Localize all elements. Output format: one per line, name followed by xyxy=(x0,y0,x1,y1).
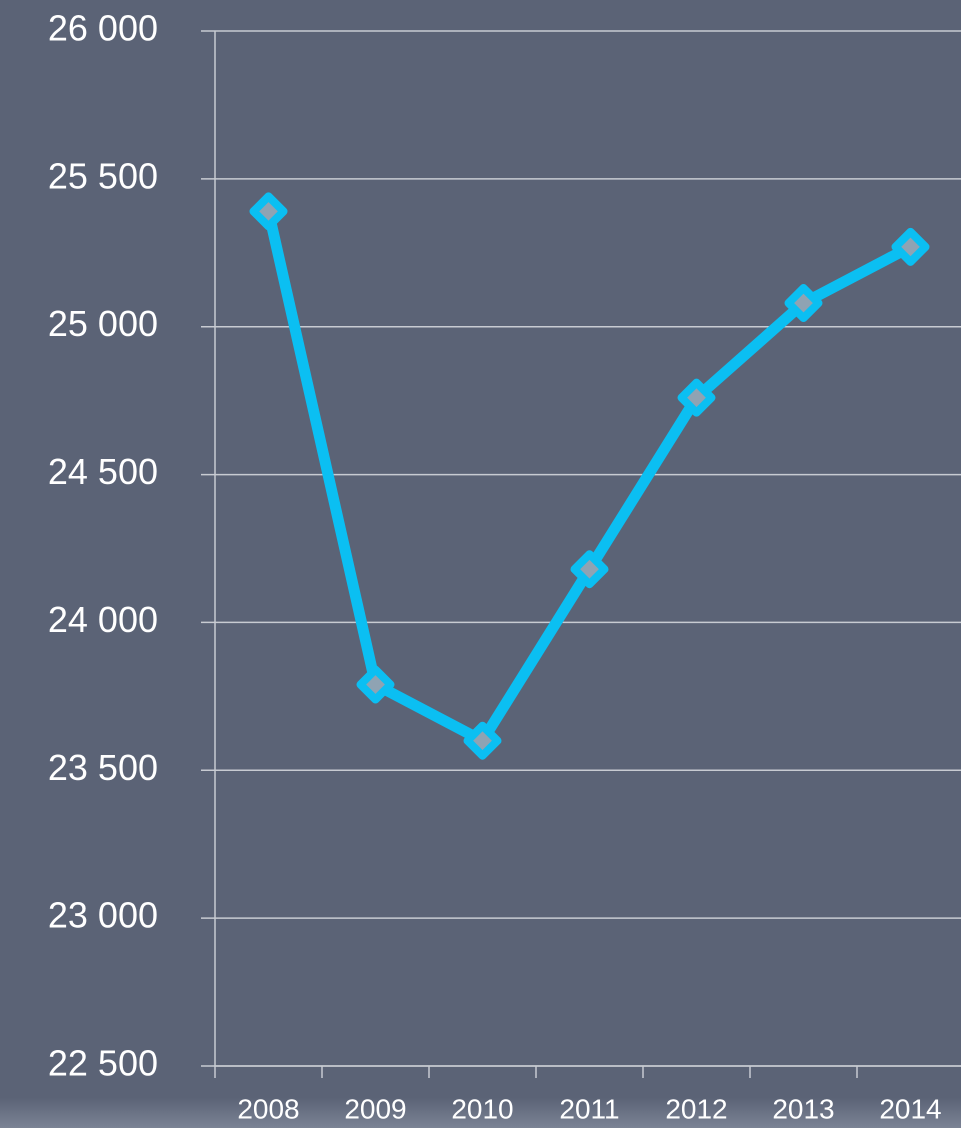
y-tick-label: 26 000 xyxy=(48,8,158,49)
marker xyxy=(356,665,395,704)
x-tick-label: 2012 xyxy=(665,1093,727,1124)
background-band xyxy=(0,1098,961,1128)
y-tick-label: 23 000 xyxy=(48,895,158,936)
x-tick-label: 2011 xyxy=(559,1093,619,1124)
x-tick-label: 2014 xyxy=(879,1093,941,1124)
marker xyxy=(677,378,716,417)
marker xyxy=(463,721,502,760)
y-tick-label: 25 000 xyxy=(48,303,158,344)
y-tick-label: 25 500 xyxy=(48,155,158,196)
y-tick-label: 22 500 xyxy=(48,1043,158,1084)
y-tick-label: 24 000 xyxy=(48,599,158,640)
x-tick-label: 2009 xyxy=(344,1093,406,1124)
x-tick-label: 2010 xyxy=(451,1093,513,1124)
x-tick-label: 2008 xyxy=(237,1093,299,1124)
x-tick-label: 2013 xyxy=(772,1093,834,1124)
marker xyxy=(784,284,823,323)
y-tick-label: 23 500 xyxy=(48,747,158,788)
marker xyxy=(891,227,930,266)
marker xyxy=(249,192,288,231)
line xyxy=(263,210,914,747)
marker xyxy=(570,550,609,589)
y-tick-label: 24 500 xyxy=(48,451,158,492)
